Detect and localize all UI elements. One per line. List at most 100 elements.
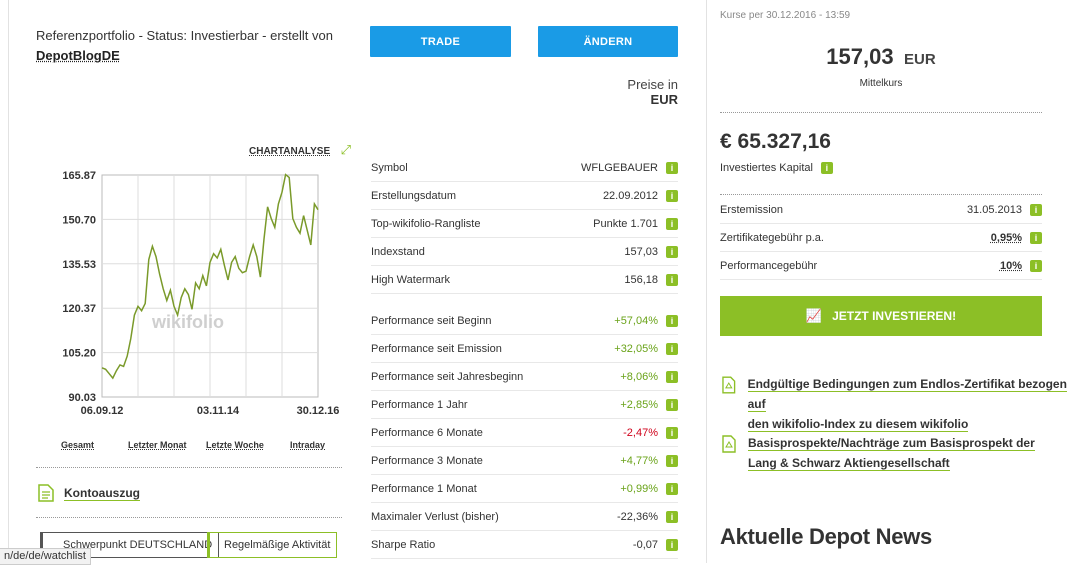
period-intraday[interactable]: Intraday [290, 440, 326, 450]
performance-label: Performance seit Jahresbeginn [371, 370, 524, 383]
performance-value: +57,04% [614, 314, 658, 327]
fact-value-link[interactable]: 10% [999, 259, 1022, 272]
details-table: Symbol WFLGEBAUER i Erstellungsdatum 22.09.… [371, 154, 678, 294]
document-link[interactable]: Endgültige Bedingungen zum Endlos-Zertif… [722, 374, 1078, 434]
x-tick-label: 06.09.12 [81, 405, 124, 417]
document-link-line1[interactable]: Basisprospekte/Nachträge zum Basisprospe… [748, 436, 1035, 451]
fact-row: Performancegebühr 10% i [720, 252, 1042, 280]
fact-value: 31.05.2013 [966, 203, 1022, 216]
performance-row: Performance seit Emission +32,05% i [371, 335, 678, 363]
info-icon[interactable]: i [666, 370, 678, 383]
author-link[interactable]: DepotBlogDE [36, 48, 120, 63]
document-link-line1[interactable]: Endgültige Bedingungen zum Endlos-Zertif… [747, 377, 1067, 412]
info-icon[interactable]: i [666, 538, 678, 551]
price-label: Mittelkurs [859, 78, 903, 89]
info-icon[interactable]: i [1030, 259, 1042, 272]
period-letzter-monat[interactable]: Letzter Monat [128, 440, 187, 450]
y-tick-label: 165.87 [62, 170, 96, 182]
performance-value: +32,05% [614, 342, 658, 355]
x-tick-label: 30.12.16 [297, 405, 340, 417]
performance-value: -22,36% [617, 510, 658, 523]
info-icon[interactable]: i [1030, 203, 1042, 216]
detail-row: Erstellungsdatum 22.09.2012 i [371, 182, 678, 210]
price-display: 157,03 EUR [720, 44, 1042, 70]
chartanalyse-label[interactable]: CHARTANALYSE [249, 146, 331, 157]
info-icon[interactable]: i [666, 482, 678, 495]
left-border [8, 0, 9, 563]
invest-button[interactable]: 📈 JETZT INVESTIEREN! [720, 296, 1042, 336]
performance-row: Performance seit Jahresbeginn +8,06% i [371, 363, 678, 391]
y-tick-label: 90.03 [68, 392, 96, 404]
fact-row: Erstemission 31.05.2013 i [720, 196, 1042, 224]
info-icon[interactable]: i [666, 510, 678, 523]
pdf-icon [722, 435, 736, 453]
performance-value: +0,99% [620, 482, 658, 495]
detail-label: Erstellungsdatum [371, 189, 456, 202]
info-icon[interactable]: i [666, 454, 678, 467]
detail-value: 156,18 [624, 273, 658, 286]
prices-currency-note: Preise in EUR [606, 77, 678, 107]
period-letzte-woche[interactable]: Letzte Woche [206, 440, 264, 450]
chart-up-icon: 📈 [805, 308, 823, 323]
price-value: 157,03 [826, 44, 894, 69]
invested-capital-caption: Investiertes Kapital i [720, 162, 833, 174]
info-icon[interactable]: i [820, 162, 833, 174]
invested-capital: € 65.327,16 [720, 130, 831, 153]
prices-currency: EUR [650, 92, 678, 107]
info-icon[interactable]: i [666, 342, 678, 355]
portfolio-title: Referenzportfolio - Status: Investierbar… [36, 26, 356, 66]
info-icon[interactable]: i [666, 273, 678, 286]
chart-series-line [101, 173, 319, 380]
detail-value: 22.09.2012 [602, 189, 658, 202]
info-icon[interactable]: i [666, 189, 678, 202]
invest-button-label[interactable]: JETZT INVESTIEREN! [832, 309, 957, 323]
document-link-line2[interactable]: den wikifolio-Index zu diesem wikifolio [747, 417, 969, 432]
news-heading: Aktuelle Depot News [720, 524, 932, 549]
period-gesamt[interactable]: Gesamt [61, 440, 95, 450]
prices-label: Preise in [627, 77, 678, 92]
change-button[interactable]: ÄNDERN [538, 26, 678, 57]
fact-label: Erstemission [720, 203, 783, 216]
info-icon[interactable]: i [666, 426, 678, 439]
info-icon[interactable]: i [666, 398, 678, 411]
document-link-line2[interactable]: Lang & Schwarz Aktiengesellschaft [748, 456, 950, 471]
performance-label: Performance 3 Monate [371, 454, 483, 467]
detail-label: Indexstand [371, 245, 425, 258]
performance-label: Maximaler Verlust (bisher) [371, 510, 499, 523]
performance-row: Maximaler Verlust (bisher) -22,36% i [371, 503, 678, 531]
performance-row: Performance 1 Monat +0,99% i [371, 475, 678, 503]
info-icon[interactable]: i [666, 161, 678, 174]
price-currency: EUR [904, 51, 936, 68]
expand-icon[interactable]: ⤢ [340, 142, 351, 157]
y-tick-label: 120.37 [62, 303, 96, 315]
tag-schwerpunkt-label: Schwerpunkt DEUTSCHLAND [63, 539, 213, 551]
divider [36, 517, 342, 518]
document-link[interactable]: Basisprospekte/Nachträge zum Basisprospe… [722, 433, 1035, 473]
info-icon[interactable]: i [666, 245, 678, 258]
y-tick-label: 105.20 [62, 348, 96, 360]
fact-value-link[interactable]: 0,95% [990, 231, 1022, 244]
tag-schwerpunkt[interactable]: Schwerpunkt DEUTSCHLAND [40, 532, 220, 558]
pdf-icon [722, 376, 736, 394]
divider [36, 467, 342, 468]
detail-label: Top-wikifolio-Rangliste [371, 217, 481, 230]
portfolio-status: Referenzportfolio - Status: Investierbar… [36, 28, 333, 43]
info-icon[interactable]: i [666, 314, 678, 327]
detail-row: High Watermark 156,18 i [371, 266, 678, 294]
status-bar-url: n/de/de/watchlist [0, 548, 91, 565]
trade-button[interactable]: TRADE [370, 26, 511, 57]
detail-label: High Watermark [371, 273, 451, 286]
kontoauszug-label[interactable]: Kontoauszug [64, 485, 140, 501]
kontoauszug-link[interactable]: Kontoauszug [38, 484, 140, 502]
column-divider [706, 0, 707, 563]
fact-row: Zertifikategebühr p.a. 0,95% i [720, 224, 1042, 252]
performance-row: Performance seit Beginn +57,04% i [371, 307, 678, 335]
performance-chart[interactable]: 165.87 150.70 135.53 120.37 105.20 90.03 06.0… [50, 165, 340, 420]
tag-aktivitaet[interactable]: Regelmäßige Aktivität [207, 532, 338, 558]
detail-row: Top-wikifolio-Rangliste Punkte 1.701 i [371, 210, 678, 238]
performance-label: Sharpe Ratio [371, 538, 436, 551]
info-icon[interactable]: i [666, 217, 678, 230]
y-tick-label: 135.53 [62, 259, 96, 271]
info-icon[interactable]: i [1030, 231, 1042, 244]
chartanalyse-link[interactable]: CHARTANALYSE ⤢ [249, 141, 351, 159]
